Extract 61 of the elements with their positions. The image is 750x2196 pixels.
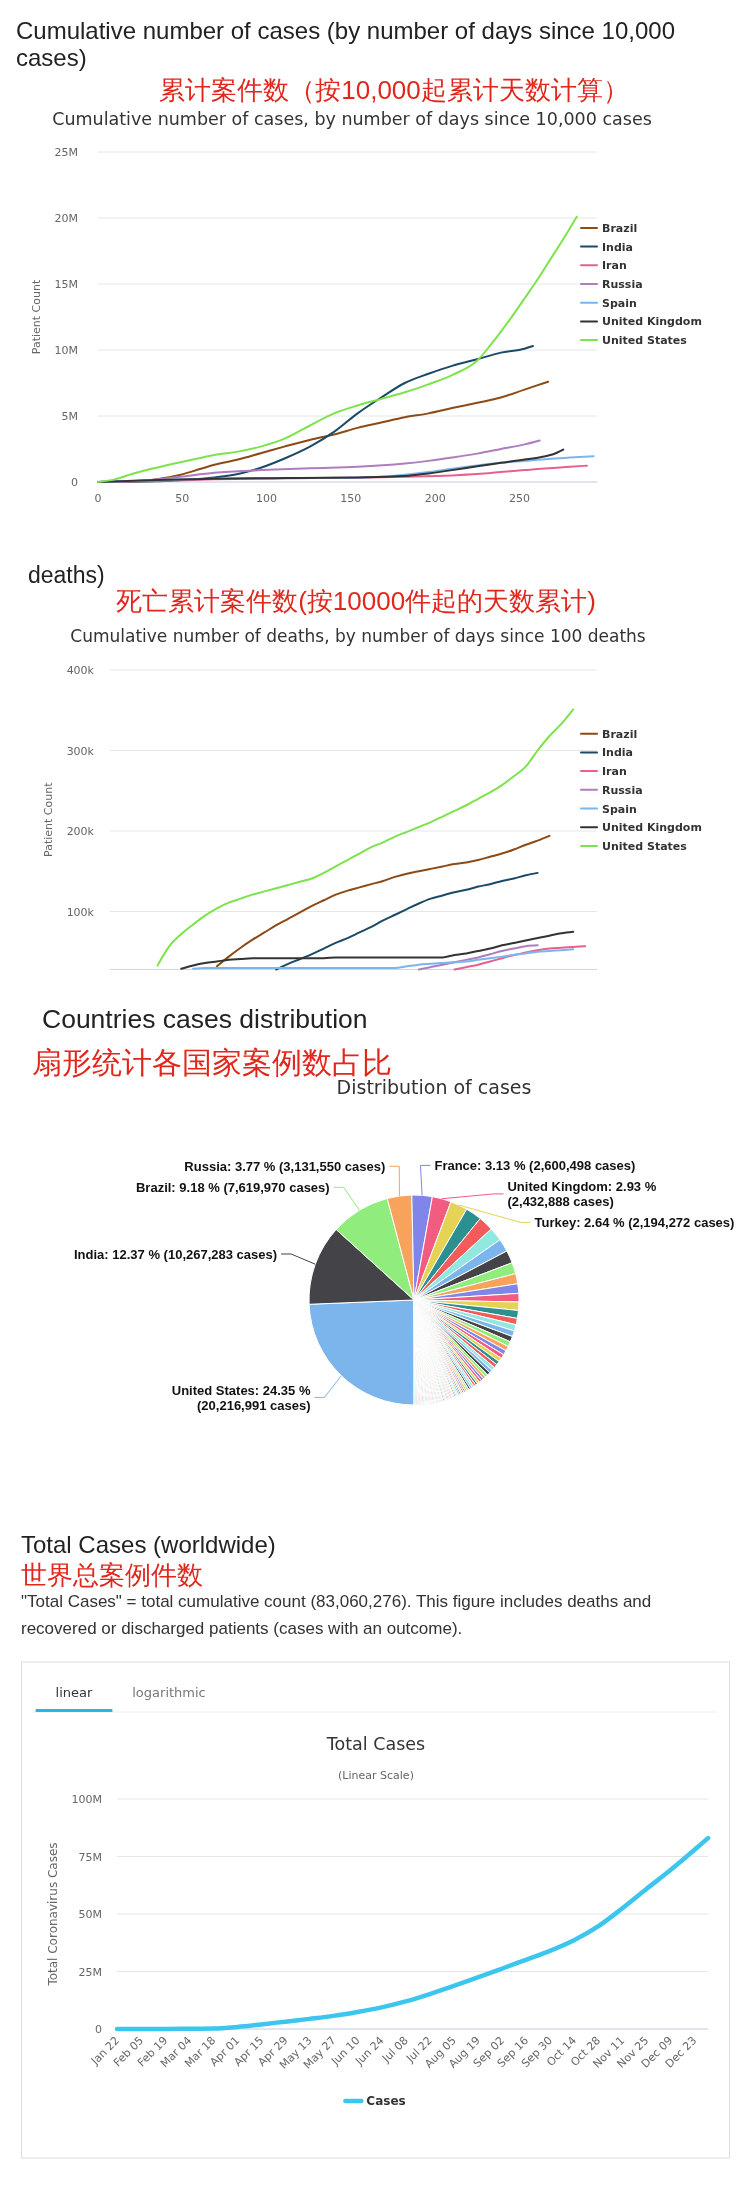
slice-label: India: 12.37 % (10,267,283 cases) bbox=[74, 1246, 278, 1262]
text: logarithmic bbox=[132, 1685, 206, 1700]
text: 死亡累计案件数(按10000件起的天数累计) bbox=[116, 586, 596, 616]
slice-label: France: 3.13 % (2,600,498 cases) bbox=[434, 1158, 636, 1174]
legend-label: India bbox=[602, 240, 633, 254]
y-axis-title: Patient Count bbox=[30, 279, 43, 355]
text: Cumulative number of cases (by number of days since 10,000 cases) bbox=[16, 17, 676, 71]
y-tick-label: 0 bbox=[71, 476, 78, 489]
y-tick-label: 0 bbox=[95, 2023, 102, 2036]
x-tick-label: 100 bbox=[256, 492, 278, 505]
y-axis-title: Patient Count bbox=[42, 781, 55, 857]
y-tick-label: 5M bbox=[61, 410, 78, 423]
text: 世界总案例件数 bbox=[21, 1560, 203, 1590]
y-tick-label: 200k bbox=[66, 825, 95, 839]
y-tick-label: 15M bbox=[54, 278, 78, 291]
slice-label: Brazil: 9.18 % (7,619,970 cases) bbox=[135, 1180, 330, 1196]
text: "Total Cases" = total cumulative count (83,060,276). This figure includes deaths and recovered or discharged patients (cases with an outcome). bbox=[21, 1592, 652, 1638]
y-tick-label: 20M bbox=[54, 212, 78, 225]
chart-title: Total Cases bbox=[325, 1734, 426, 1754]
legend-label: United States bbox=[602, 334, 688, 348]
legend-label: Russia bbox=[602, 783, 643, 797]
chart-title: Cumulative number of cases, by number of days since 10,000 cases bbox=[52, 109, 652, 129]
legend-label: Spain bbox=[602, 296, 637, 310]
x-tick-label: 250 bbox=[508, 492, 530, 505]
legend-label: United States bbox=[602, 839, 688, 853]
text: 累计案件数（按10,000起累计天数计算） bbox=[159, 75, 629, 105]
text: 扇形统计各国家案例数占比 bbox=[32, 1046, 392, 1079]
slice-label: Turkey: 2.64 % (2,194,272 cases) bbox=[534, 1215, 735, 1231]
x-tick-label: 50 bbox=[175, 492, 190, 505]
slice-label: Russia: 3.77 % (3,131,550 cases) bbox=[184, 1159, 386, 1175]
legend-label: Cases bbox=[366, 2094, 406, 2108]
text: deaths) bbox=[28, 562, 105, 588]
y-tick-label: 300k bbox=[66, 744, 95, 758]
legend-label: Spain bbox=[602, 802, 637, 816]
y-tick-label: 100k bbox=[66, 905, 95, 919]
slice-label: United States: 24.35 % (20,216,991 cases) bbox=[171, 1382, 311, 1413]
chart-title: Distribution of cases bbox=[336, 1076, 532, 1098]
y-tick-label: 400k bbox=[66, 664, 95, 677]
legend-label: Brazil bbox=[602, 727, 638, 741]
x-tick-label: 200 bbox=[424, 492, 446, 505]
y-tick-label: 25M bbox=[78, 1965, 102, 1979]
y-tick-label: 75M bbox=[78, 1850, 102, 1864]
legend-label: Iran bbox=[602, 765, 627, 779]
x-tick-label: 150 bbox=[340, 492, 362, 505]
legend-label: Iran bbox=[602, 259, 627, 273]
y-tick-label: 25M bbox=[54, 146, 78, 159]
legend-label: Russia bbox=[602, 278, 643, 291]
legend-label: United Kingdom bbox=[602, 315, 702, 329]
chart-subtitle: (Linear Scale) bbox=[338, 1769, 414, 1782]
y-tick-label: 100M bbox=[71, 1793, 102, 1806]
text: Total Cases (worldwide) bbox=[21, 1531, 276, 1558]
legend-label: Brazil bbox=[602, 221, 638, 235]
y-axis-title: Total Coronavirus Cases bbox=[46, 1842, 60, 1987]
y-tick-label: 10M bbox=[54, 344, 78, 357]
chart-title: Cumulative number of deaths, by number of days since 100 deaths bbox=[70, 626, 646, 646]
legend-label: India bbox=[602, 746, 633, 760]
y-tick-label: 50M bbox=[78, 1908, 102, 1921]
text: linear bbox=[55, 1685, 94, 1700]
legend-label: United Kingdom bbox=[602, 821, 702, 835]
text: Countries cases distribution bbox=[42, 1004, 368, 1034]
slice-label: United Kingdom: 2.93 % (2,432,888 cases) bbox=[507, 1179, 657, 1210]
